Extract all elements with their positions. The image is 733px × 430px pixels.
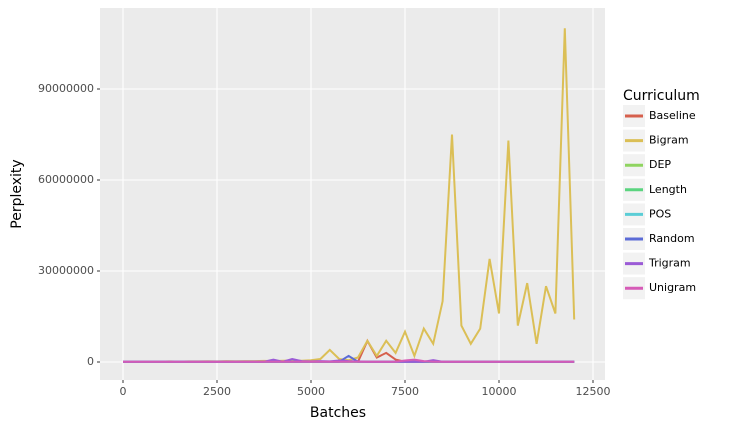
legend-label: DEP: [649, 158, 671, 171]
y-tick-label: 60000000: [38, 173, 94, 186]
plot-panel: [100, 8, 605, 380]
x-tick-label: 12500: [576, 385, 611, 398]
x-tick-label: 0: [120, 385, 127, 398]
x-tick-label: 10000: [482, 385, 517, 398]
legend-label: Random: [649, 232, 695, 245]
legend-title: Curriculum: [623, 88, 700, 104]
x-tick-label: 2500: [203, 385, 231, 398]
y-axis-label: Perplexity: [9, 159, 25, 228]
legend-label: POS: [649, 207, 671, 220]
y-tick-label: 90000000: [38, 82, 94, 95]
x-axis-label: Batches: [310, 405, 366, 421]
legend-label: Unigram: [649, 281, 696, 294]
x-tick-label: 7500: [391, 385, 419, 398]
legend-label: Baseline: [649, 109, 696, 122]
series-line: [123, 358, 575, 363]
legend-label: Trigram: [648, 257, 691, 270]
legend-label: Length: [649, 183, 687, 196]
x-tick-label: 5000: [297, 385, 325, 398]
legend-label: Bigram: [649, 134, 689, 147]
y-tick-label: 30000000: [38, 264, 94, 277]
y-tick-label: 0: [87, 355, 94, 368]
